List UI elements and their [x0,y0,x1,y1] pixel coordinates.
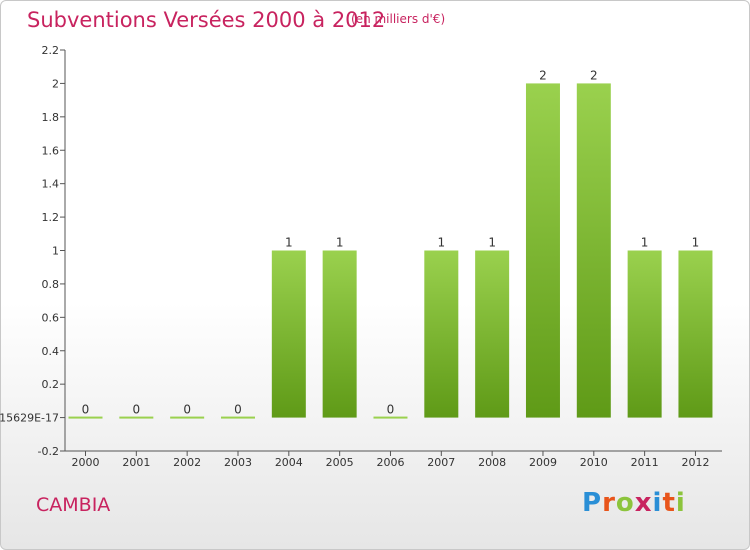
logo-letter: t [662,488,676,518]
bar-2000 [68,416,103,419]
bar-2006 [373,416,408,419]
value-label-2005: 1 [336,236,344,250]
logo-letter: x [634,488,653,518]
logo-letter: o [615,488,635,518]
value-label-2001: 0 [133,403,141,417]
logo-letter: P [582,488,603,518]
bar-2012 [678,250,713,418]
y-tick-label: -15629E-17 [0,412,59,425]
value-label-2004: 1 [285,236,293,250]
y-tick-label: 1.6 [42,144,60,157]
bar-2005 [322,250,357,418]
bar-chart: -0.2 -15629E-17 0.2 0.4 0.6 0.8 1 1.2 1.4 1.6 1.8 2… [0,44,722,469]
y-ticks: -0.2 -15629E-17 0.2 0.4 0.6 0.8 1 1.2 1.4 1.6 1.8 2… [0,44,65,458]
bar-2010 [576,83,611,418]
chart-title: Subventions Versées 2000 à 2012 [27,8,386,32]
bars [68,83,713,419]
y-tick-label: 0.6 [42,311,60,324]
value-labels: 0 0 0 0 1 1 0 1 1 2 2 1 1 [82,68,700,416]
x-tick-label: 2004 [275,456,303,469]
value-label-2008: 1 [488,236,496,250]
logo-letter: i [675,488,686,518]
bar-2001 [119,416,154,419]
value-label-2011: 1 [641,236,649,250]
y-tick-label: -0.2 [38,445,59,458]
bar-2009 [525,83,560,418]
y-tick-label: 1.8 [42,111,60,124]
x-tick-label: 2007 [427,456,455,469]
y-tick-label: 0.2 [42,378,60,391]
bar-2003 [220,416,255,419]
x-tick-label: 2005 [326,456,354,469]
value-label-2009: 2 [539,68,547,82]
x-tick-label: 2008 [478,456,506,469]
unit-note: (en milliers d'€) [351,12,446,26]
x-tick-label: 2009 [529,456,557,469]
value-label-2002: 0 [183,403,191,417]
bar-2002 [170,416,205,419]
x-tick-label: 2000 [72,456,100,469]
x-tick-label: 2001 [122,456,150,469]
value-label-2012: 1 [692,236,700,250]
x-tick-label: 2010 [580,456,608,469]
x-ticks: 2000 2001 2002 2003 2004 2005 2006 2007 2008 2009… [72,451,709,469]
x-tick-label: 2012 [681,456,709,469]
proxiti-logo: Proxiti [582,488,686,518]
y-tick-label: 2.2 [42,44,60,57]
y-tick-label: 0.4 [42,345,60,358]
value-label-2010: 2 [590,68,598,82]
x-tick-label: 2003 [224,456,252,469]
x-tick-label: 2011 [631,456,659,469]
logo-letter: r [602,488,616,518]
x-tick-label: 2002 [173,456,201,469]
value-label-2003: 0 [234,403,242,417]
commune-name: CAMBIA [36,494,111,516]
y-tick-label: 0.8 [42,278,60,291]
y-tick-label: 1 [52,245,59,258]
bar-2007 [424,250,459,418]
y-tick-label: 2 [52,77,59,90]
value-label-2006: 0 [387,403,395,417]
bar-2008 [475,250,510,418]
bar-2004 [271,250,306,418]
y-tick-label: 1.2 [42,211,60,224]
logo-letter: i [652,488,663,518]
x-tick-label: 2006 [376,456,404,469]
value-label-2007: 1 [437,236,445,250]
value-label-2000: 0 [82,403,90,417]
bar-2011 [627,250,662,418]
y-tick-label: 1.4 [42,178,60,191]
